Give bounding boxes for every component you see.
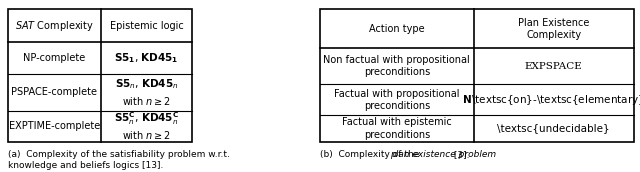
Text: $\mathit{SAT}$ Complexity: $\mathit{SAT}$ Complexity [15, 19, 94, 33]
Text: Plan Existence
Complexity: Plan Existence Complexity [518, 18, 589, 40]
Text: Action type: Action type [369, 24, 424, 34]
Text: $\mathbf{N}_{}$\textsc{on}-\textsc{elementary}: $\mathbf{N}_{}$\textsc{on}-\textsc{eleme… [462, 93, 640, 107]
Text: Epistemic logic: Epistemic logic [109, 21, 184, 31]
Text: Non factual with propositional
preconditions: Non factual with propositional precondit… [323, 55, 470, 77]
Text: (a)  Complexity of the satisfiability problem w.r.t.
knowledge and beliefs logic: (a) Complexity of the satisfiability pro… [8, 150, 230, 170]
Text: $\mathbf{S5}_\mathbf{1}$, $\mathbf{KD45}_\mathbf{1}$: $\mathbf{S5}_\mathbf{1}$, $\mathbf{KD45}… [115, 51, 179, 65]
Text: EXPTIME-complete: EXPTIME-complete [9, 121, 100, 131]
Text: EXPSPACE: EXPSPACE [525, 62, 582, 71]
Text: Factual with propositional
preconditions: Factual with propositional preconditions [334, 89, 460, 111]
Text: [3].: [3]. [451, 150, 470, 159]
Bar [8, 9, 192, 142]
Text: $\mathbf{S5}^\mathbf{C}_{\mathit{n}}$, $\mathbf{KD45}^\mathbf{C}_{\mathit{n}}$: $\mathbf{S5}^\mathbf{C}_{\mathit{n}}$, $… [114, 110, 179, 127]
Text: with $\mathit{n}\geq 2$: with $\mathit{n}\geq 2$ [122, 95, 171, 107]
Text: (b)  Complexity of the: (b) Complexity of the [320, 150, 422, 159]
Text: with $\mathit{n}\geq 2$: with $\mathit{n}\geq 2$ [122, 129, 171, 141]
Text: Factual with epistemic
preconditions: Factual with epistemic preconditions [342, 117, 452, 140]
Text: \textsc{undecidable}: \textsc{undecidable} [497, 123, 610, 134]
Bar [320, 9, 634, 142]
Text: NP-complete: NP-complete [23, 53, 86, 63]
Text: $\mathbf{S5}_{\mathit{n}}$, $\mathbf{KD45}_{\mathit{n}}$: $\mathbf{S5}_{\mathit{n}}$, $\mathbf{KD4… [115, 77, 179, 91]
Text: plan existence problem: plan existence problem [390, 150, 497, 159]
Text: PSPACE-complete: PSPACE-complete [12, 87, 97, 98]
